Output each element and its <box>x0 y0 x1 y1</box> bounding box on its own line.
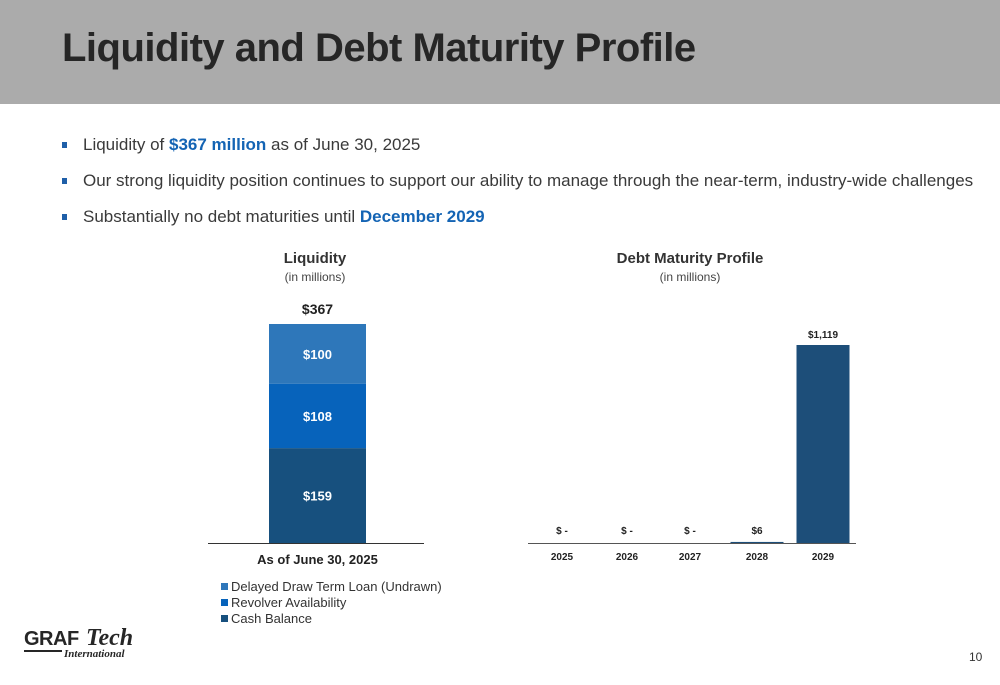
logo-word-international: International <box>64 648 125 660</box>
debt-category-label: 2027 <box>679 552 702 563</box>
debt-value-label: $ - <box>556 526 568 537</box>
liquidity-bar-segment <box>269 448 366 543</box>
debt-chart-subtitle: (in millions) <box>659 270 721 284</box>
debt-maturity-chart: $ - 2025 $ - 2026 $ - 2027 $6 2028 $1,119 2029 <box>528 330 856 563</box>
header-band: Liquidity and Debt Maturity Profile <box>0 0 1000 104</box>
legend-item: Revolver Availability <box>221 595 442 611</box>
logo-word-graf: GRAF <box>24 628 79 650</box>
liquidity-chart-title: Liquidity <box>283 250 347 267</box>
bullet-highlight: $367 million <box>169 135 267 154</box>
legend-label: Cash Balance <box>231 611 312 626</box>
debt-category-label: 2028 <box>746 552 769 563</box>
legend-swatch-icon <box>221 615 228 622</box>
bullet-text: Liquidity of <box>83 135 169 154</box>
debt-value-label: $ - <box>684 526 696 537</box>
debt-bar <box>796 345 850 543</box>
bullet-item: Substantially no debt maturities until D… <box>62 205 973 229</box>
bullet-list: Liquidity of $367 million as of June 30,… <box>62 133 973 241</box>
logo-underline <box>24 650 62 652</box>
liquidity-category-label: As of June 30, 2025 <box>257 552 378 567</box>
bullet-text: Substantially no debt maturities until <box>83 207 360 226</box>
debt-bar <box>730 541 784 544</box>
debt-category-label: 2026 <box>616 552 639 563</box>
liquidity-segment-label: $100 <box>303 347 332 362</box>
liquidity-bar-segment <box>269 383 366 449</box>
liquidity-chart: $159 $108 $100 $367 As of June 30, 2025 <box>208 301 424 567</box>
legend-item: Cash Balance <box>221 611 442 627</box>
legend-label: Revolver Availability <box>231 595 347 610</box>
liquidity-total-label: $367 <box>302 301 333 317</box>
page-title: Liquidity and Debt Maturity Profile <box>62 26 696 70</box>
debt-value-label: $6 <box>751 526 763 537</box>
bullet-highlight: December 2029 <box>359 207 485 226</box>
bullet-square-icon <box>62 214 67 220</box>
liquidity-bar-segment <box>269 324 366 384</box>
logo-word-tech: Tech <box>86 625 134 651</box>
bullet-text-end: as of June 30, 2025 <box>266 135 421 154</box>
page-number: 10 <box>969 650 983 664</box>
liquidity-chart-subtitle: (in millions) <box>284 270 346 284</box>
debt-category-label: 2025 <box>551 552 574 563</box>
legend-swatch-icon <box>221 599 228 606</box>
bullet-item: Our strong liquidity position continues … <box>62 169 973 193</box>
bullet-text: Our strong liquidity position continues … <box>83 171 974 190</box>
debt-value-label: $1,119 <box>808 330 838 341</box>
liquidity-segment-label: $108 <box>303 409 332 424</box>
debt-value-label: $ - <box>621 526 633 537</box>
legend-swatch-icon <box>221 583 228 590</box>
legend-item: Delayed Draw Term Loan (Undrawn) <box>221 579 442 595</box>
debt-chart-title: Debt Maturity Profile <box>616 250 764 267</box>
liquidity-legend: Delayed Draw Term Loan (Undrawn) Revolve… <box>221 579 442 627</box>
legend-label: Delayed Draw Term Loan (Undrawn) <box>231 579 442 594</box>
debt-category-label: 2029 <box>812 552 835 563</box>
bullet-item: Liquidity of $367 million as of June 30,… <box>62 133 973 157</box>
liquidity-segment-label: $159 <box>303 489 332 504</box>
bullet-square-icon <box>62 142 67 148</box>
graftech-logo: GRAF Tech International <box>24 625 133 662</box>
bullet-square-icon <box>62 178 67 184</box>
